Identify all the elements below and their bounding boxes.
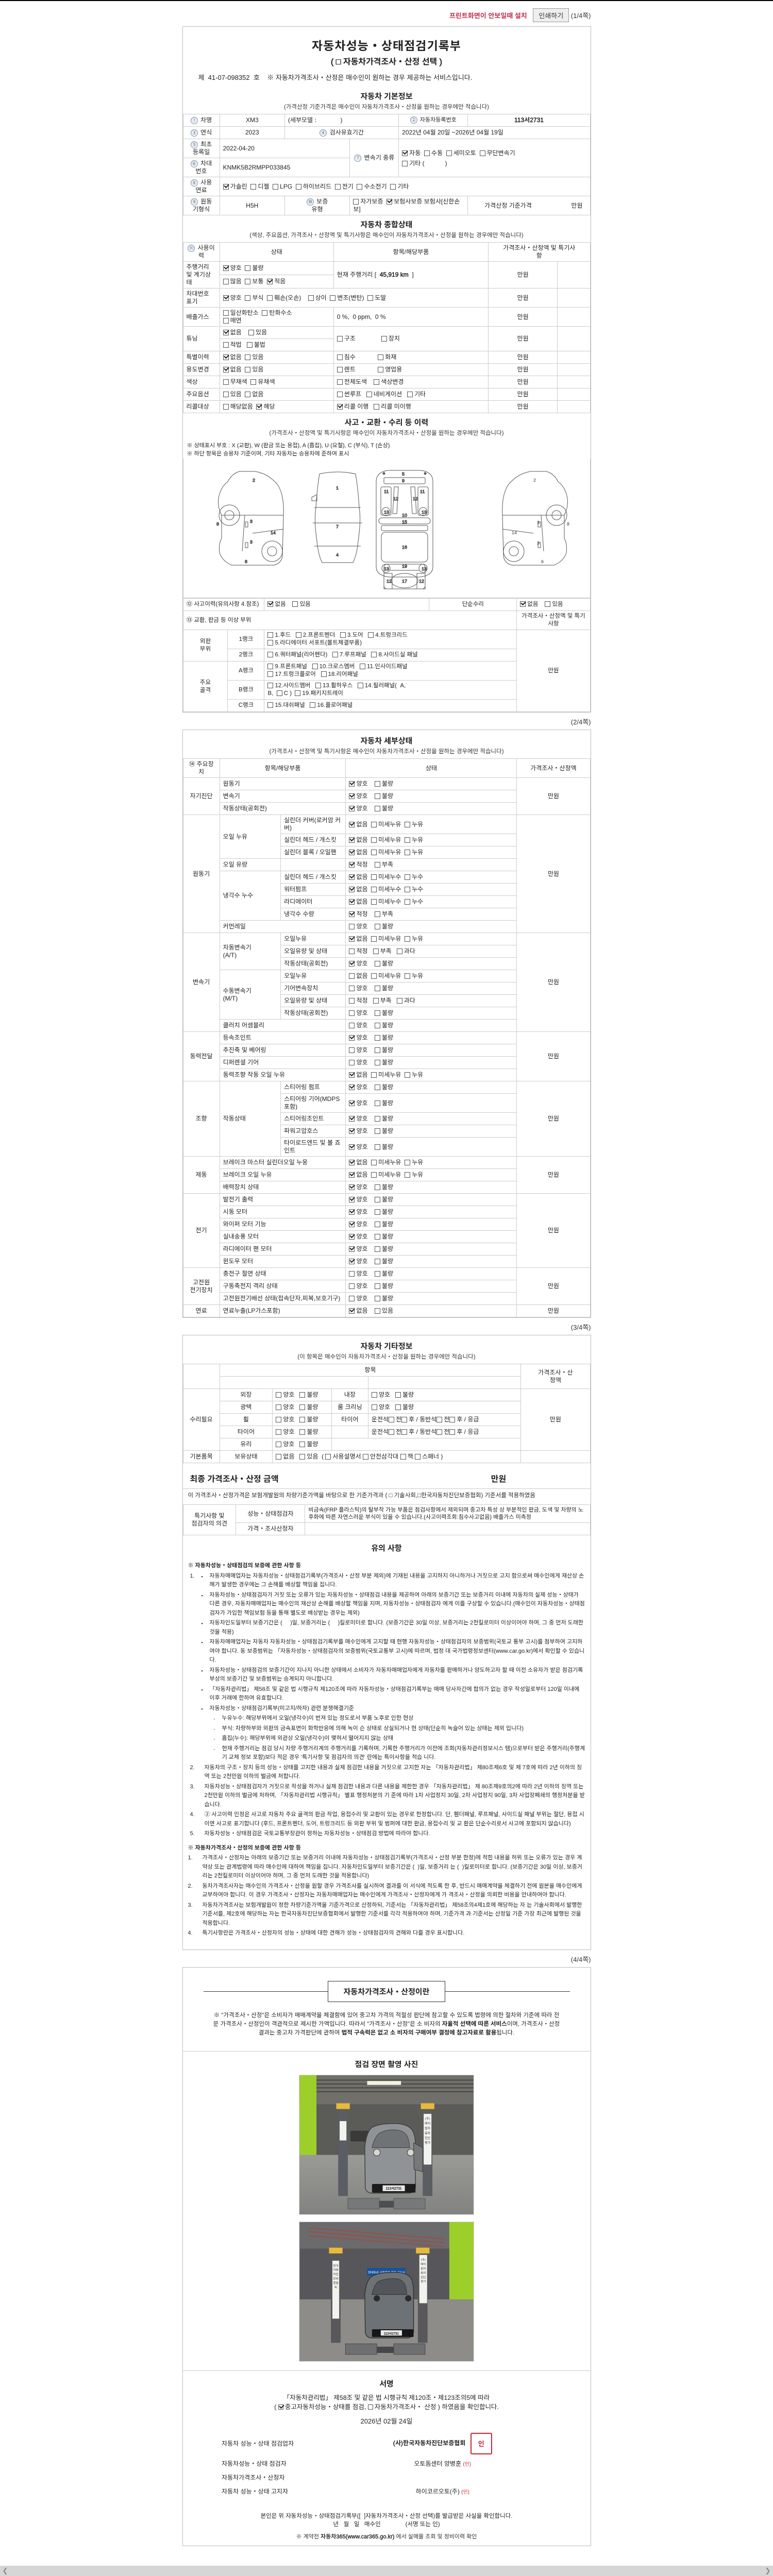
svg-text:자동: 자동	[333, 2268, 338, 2272]
svg-text:단보: 단보	[333, 2277, 338, 2280]
svg-text:6: 6	[245, 559, 247, 564]
svg-text:17: 17	[402, 579, 407, 584]
svg-text:5: 5	[402, 471, 405, 477]
svg-text:6: 6	[541, 559, 544, 564]
svg-text:12: 12	[393, 496, 398, 501]
svg-text:11: 11	[420, 489, 425, 494]
svg-text:한국: 한국	[333, 2264, 338, 2267]
svg-text:3: 3	[250, 519, 253, 524]
svg-text:7: 7	[336, 524, 339, 529]
svg-text:3: 3	[537, 520, 540, 525]
svg-text:평가: 평가	[425, 2141, 431, 2145]
svg-text:평가: 평가	[421, 2280, 426, 2283]
svg-text:2: 2	[533, 478, 536, 483]
svg-text:원자: 원자	[421, 2266, 426, 2270]
svg-text:진단: 진단	[421, 2275, 426, 2279]
svg-text:진단: 진단	[425, 2136, 431, 2140]
svg-text:13: 13	[422, 510, 427, 515]
svg-text:8: 8	[567, 521, 569, 527]
svg-text:(주): (주)	[421, 2258, 426, 2262]
svg-text:14: 14	[512, 530, 517, 535]
svg-text:증협: 증협	[333, 2281, 338, 2285]
svg-text:12: 12	[413, 496, 418, 501]
svg-text:12: 12	[386, 579, 392, 584]
svg-text:에이: 에이	[421, 2262, 426, 2266]
svg-text:10: 10	[402, 513, 407, 518]
svg-text:회: 회	[334, 2285, 337, 2289]
svg-text:차진: 차진	[333, 2273, 338, 2276]
svg-text:3: 3	[537, 540, 540, 546]
svg-text:9: 9	[402, 478, 405, 483]
svg-text:14: 14	[271, 530, 276, 535]
svg-text:(주): (주)	[425, 2117, 430, 2121]
svg-text:113서2731: 113서2731	[386, 2187, 402, 2191]
svg-text:동차: 동차	[421, 2271, 426, 2275]
svg-text:113서2731: 113서2731	[384, 2332, 399, 2335]
svg-text:에이: 에이	[425, 2122, 430, 2125]
svg-text:15: 15	[402, 519, 407, 524]
svg-text:12: 12	[419, 579, 424, 584]
svg-text:원자: 원자	[425, 2127, 431, 2130]
svg-text:동차: 동차	[425, 2131, 431, 2135]
svg-text:13: 13	[384, 510, 389, 515]
svg-text:11: 11	[384, 489, 389, 494]
svg-text:19: 19	[402, 564, 407, 569]
svg-text:13: 13	[422, 566, 427, 571]
svg-text:8: 8	[216, 521, 219, 527]
svg-text:2: 2	[253, 478, 255, 483]
svg-text:13: 13	[384, 566, 389, 571]
svg-text:1: 1	[336, 485, 339, 490]
svg-text:4: 4	[336, 552, 339, 557]
svg-text:3: 3	[250, 539, 253, 545]
svg-text:16: 16	[402, 545, 407, 550]
